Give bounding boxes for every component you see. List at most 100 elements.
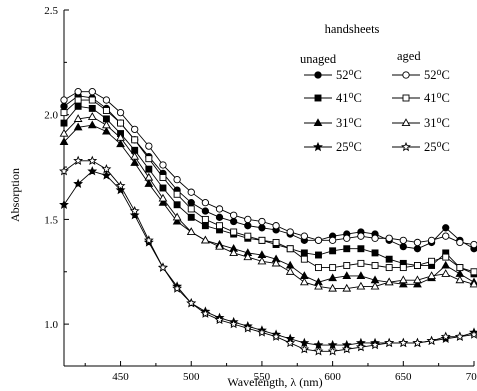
legend-group-aged: aged <box>397 49 421 63</box>
data-point <box>456 264 464 272</box>
data-point <box>73 178 84 189</box>
data-point <box>385 264 393 272</box>
series-unaged-star <box>59 166 477 350</box>
data-point <box>59 166 69 176</box>
data-point <box>427 271 436 280</box>
x-tick-label: 550 <box>254 371 271 383</box>
data-point <box>399 236 407 245</box>
data-point <box>214 314 225 325</box>
y-axis-label: Absorption <box>8 168 22 222</box>
data-point <box>145 155 153 163</box>
data-point <box>385 255 393 263</box>
data-point <box>314 236 323 245</box>
legend-entry-unaged-1: 41⁰C <box>304 91 362 105</box>
data-point <box>357 232 365 240</box>
data-point <box>172 283 183 293</box>
data-point <box>355 341 366 352</box>
data-point <box>299 344 310 354</box>
data-point <box>343 262 351 269</box>
data-point <box>187 199 195 207</box>
data-point <box>143 235 154 245</box>
data-point <box>371 234 379 242</box>
data-point <box>440 331 451 341</box>
data-point <box>102 120 111 129</box>
data-point <box>313 346 324 356</box>
data-point <box>329 264 337 272</box>
data-point <box>117 119 125 127</box>
data-point <box>73 155 84 165</box>
series-aged-star <box>59 155 477 356</box>
data-point <box>158 193 168 202</box>
legend-entry-aged-1: 41⁰C <box>392 91 450 105</box>
data-point <box>426 335 437 346</box>
series-line <box>63 170 475 346</box>
data-point <box>398 279 408 288</box>
series-unaged-circle <box>60 92 477 253</box>
data-point <box>455 275 465 284</box>
data-point <box>356 281 366 290</box>
data-point <box>187 205 195 213</box>
data-point <box>456 238 464 247</box>
data-point <box>258 224 266 232</box>
data-point <box>230 217 238 226</box>
data-point <box>200 308 211 318</box>
data-point <box>442 224 450 232</box>
y-tick-label: 2.5 <box>44 5 58 17</box>
data-point <box>271 258 281 267</box>
data-point <box>343 234 351 242</box>
data-point <box>300 255 308 263</box>
x-tick-label: 600 <box>324 371 341 383</box>
data-point <box>315 251 322 259</box>
data-point <box>285 267 295 275</box>
data-point <box>371 249 379 257</box>
legend-label: 31⁰C <box>336 116 362 130</box>
legend-entry-unaged-3: 25⁰C <box>304 140 362 154</box>
data-point <box>87 120 97 129</box>
data-point <box>88 96 96 104</box>
data-point <box>172 212 182 221</box>
x-axis-label: Wavelength, λ (nm) <box>227 375 322 389</box>
legend-entry-unaged-2: 31⁰C <box>304 116 362 130</box>
data-point <box>454 331 465 341</box>
data-point <box>74 88 82 96</box>
data-point <box>244 222 252 230</box>
data-point <box>215 205 224 213</box>
data-point <box>59 128 69 137</box>
axis-ticks: 450 500 550 600 650 700 1.0 1.5 2.0 2.5 <box>44 5 477 383</box>
data-point <box>60 96 68 104</box>
legend-marker <box>401 118 411 127</box>
series-line <box>63 160 475 352</box>
data-point <box>470 240 477 249</box>
data-point <box>442 232 450 240</box>
data-point <box>427 236 436 245</box>
data-point <box>300 232 308 240</box>
data-point <box>413 279 422 288</box>
data-point <box>172 216 182 225</box>
data-point <box>328 273 337 282</box>
data-point <box>370 281 380 290</box>
data-point <box>187 213 195 221</box>
legend-label: 25⁰C <box>336 140 362 154</box>
data-point <box>356 271 366 280</box>
data-point <box>60 102 68 110</box>
data-point <box>145 142 153 150</box>
data-point <box>102 107 110 114</box>
data-point <box>272 238 280 246</box>
data-point <box>413 238 422 247</box>
data-point <box>201 199 210 207</box>
data-point <box>102 126 111 135</box>
data-point <box>60 109 68 117</box>
data-point <box>129 205 140 216</box>
data-point <box>187 188 195 196</box>
data-point <box>371 262 379 269</box>
data-point <box>201 222 209 230</box>
data-point <box>230 228 238 236</box>
data-point <box>257 256 267 265</box>
data-point <box>88 104 96 112</box>
data-point <box>144 179 154 187</box>
data-point <box>229 248 239 256</box>
legend-group-unaged: unaged <box>300 52 337 66</box>
data-point <box>228 318 239 329</box>
data-point <box>215 241 224 250</box>
series-aged-circle <box>60 88 477 249</box>
